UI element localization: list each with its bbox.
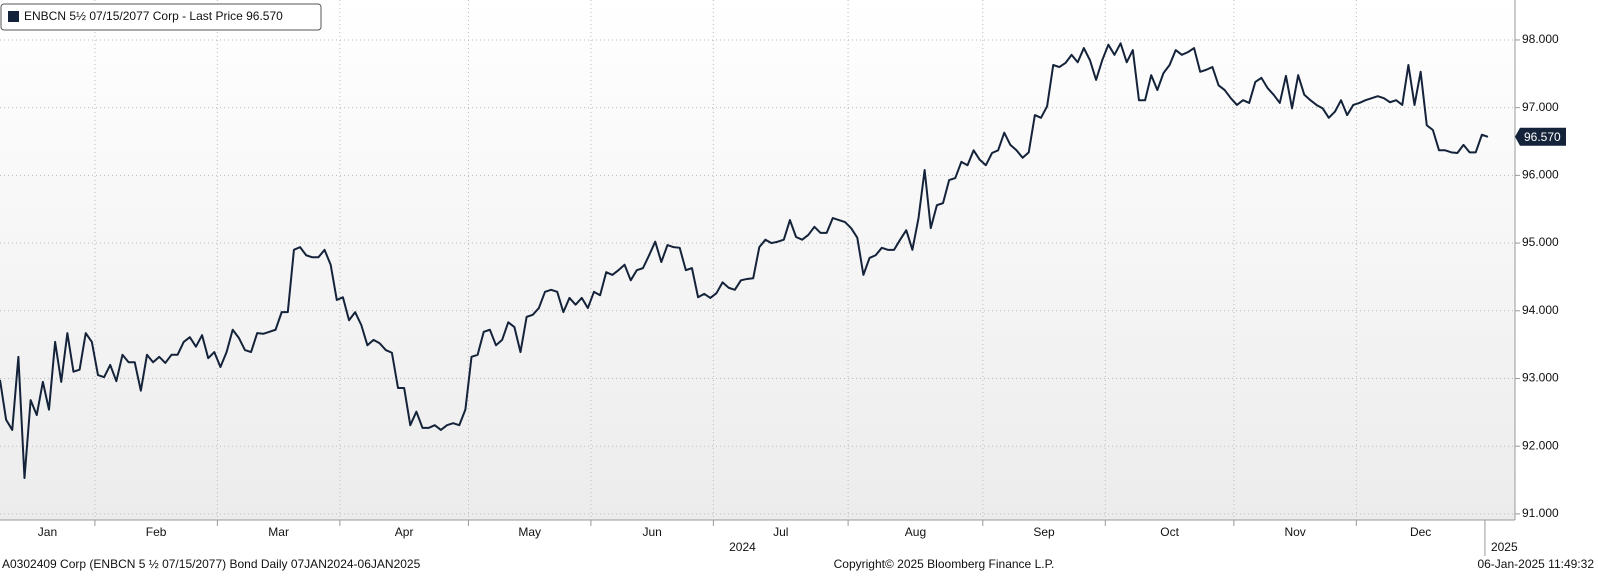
x-tick-label: Mar — [268, 525, 289, 539]
y-tick-label: 92.000 — [1522, 438, 1559, 452]
y-tick-label: 93.000 — [1522, 371, 1559, 385]
y-tick-label: 96.000 — [1522, 168, 1559, 182]
x-tick-label: Nov — [1284, 525, 1305, 539]
year-label: 2025 — [1491, 540, 1518, 554]
x-tick-label: Jun — [642, 525, 661, 539]
x-tick-label: Dec — [1410, 525, 1431, 539]
marks — [0, 42, 1489, 480]
x-tick-label: Jan — [38, 525, 57, 539]
x-tick-label: May — [518, 525, 541, 539]
legend-label: ENBCN 5½ 07/15/2077 Corp - Last Price 96… — [24, 9, 283, 23]
last-price-label: 96.570 — [1524, 130, 1561, 144]
grid — [0, 0, 1515, 520]
legend-box — [0, 3, 322, 31]
y-tick-label: 98.000 — [1522, 32, 1559, 46]
y-tick-label: 91.000 — [1522, 506, 1559, 520]
x-tick-label: Feb — [146, 525, 167, 539]
price-line — [0, 42, 1489, 480]
x-tick-label: Jul — [773, 525, 788, 539]
footer-left: A0302409 Corp (ENBCN 5 ½ 07/15/2077) Bon… — [2, 557, 421, 571]
legend: ENBCN 5½ 07/15/2077 Corp - Last Price 96… — [0, 3, 322, 31]
year-label: 2024 — [729, 540, 756, 554]
y-tick-label: 95.000 — [1522, 235, 1559, 249]
y-tick-label: 94.000 — [1522, 303, 1559, 317]
footer-center: Copyright© 2025 Bloomberg Finance L.P. — [834, 557, 1055, 571]
x-tick-label: Apr — [395, 525, 414, 539]
footer-right: 06-Jan-2025 11:49:32 — [1477, 557, 1594, 571]
x-tick-label: Aug — [905, 525, 926, 539]
x-tick-label: Sep — [1033, 525, 1055, 539]
x-tick-label: Oct — [1160, 525, 1179, 539]
last-price-tag — [1515, 127, 1566, 146]
legend-swatch — [8, 11, 19, 22]
y-tick-label: 97.000 — [1522, 100, 1559, 114]
